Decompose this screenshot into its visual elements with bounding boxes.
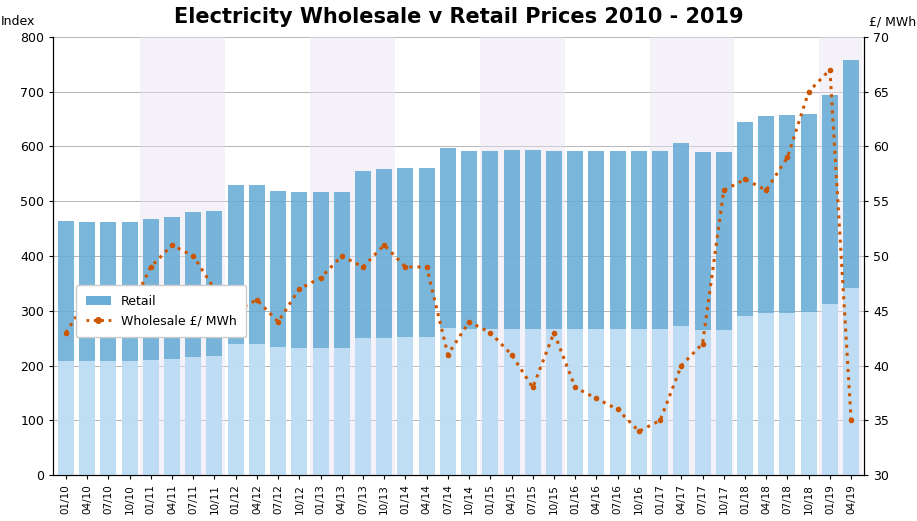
Text: £/ MWh: £/ MWh — [869, 15, 917, 28]
Bar — [610, 329, 625, 475]
Bar — [271, 348, 286, 475]
Bar — [716, 152, 732, 475]
Bar — [355, 338, 371, 475]
Bar — [334, 192, 349, 475]
Bar — [100, 222, 116, 475]
Bar — [461, 329, 477, 475]
Text: Index: Index — [0, 15, 35, 28]
Bar — [694, 330, 711, 475]
Bar — [716, 330, 732, 475]
Bar — [122, 361, 138, 475]
Bar — [779, 313, 795, 475]
Bar — [503, 150, 520, 475]
Bar — [546, 151, 562, 475]
Bar — [58, 221, 74, 475]
Bar — [843, 60, 859, 475]
Bar — [419, 337, 435, 475]
Bar — [79, 361, 95, 475]
Bar — [440, 147, 456, 475]
Bar — [397, 168, 414, 475]
Bar — [227, 344, 244, 475]
Bar — [758, 314, 774, 475]
Bar — [779, 115, 795, 475]
Bar — [334, 348, 349, 475]
Bar — [440, 328, 456, 475]
Bar — [525, 329, 541, 475]
Bar — [164, 359, 180, 475]
Bar — [610, 151, 625, 475]
Bar — [419, 168, 435, 475]
Bar — [122, 222, 138, 475]
Bar — [525, 150, 541, 475]
Bar — [480, 37, 565, 475]
Bar — [801, 313, 817, 475]
Legend: Retail, Wholesale £/ MWh: Retail, Wholesale £/ MWh — [75, 285, 247, 338]
Bar — [249, 344, 265, 475]
Bar — [589, 151, 604, 475]
Bar — [271, 191, 286, 475]
Bar — [313, 348, 328, 475]
Bar — [100, 361, 116, 475]
Bar — [652, 151, 668, 475]
Bar — [737, 316, 753, 475]
Bar — [143, 360, 159, 475]
Bar — [482, 329, 498, 475]
Bar — [673, 143, 690, 475]
Bar — [631, 329, 646, 475]
Bar — [503, 329, 520, 475]
Bar — [461, 151, 477, 475]
Bar — [482, 151, 498, 475]
Bar — [397, 337, 414, 475]
Bar — [249, 185, 265, 475]
Bar — [313, 192, 328, 475]
Bar — [801, 114, 817, 475]
Bar — [143, 219, 159, 475]
Bar — [227, 185, 244, 475]
Bar — [355, 170, 371, 475]
Bar — [673, 326, 690, 475]
Bar — [79, 222, 95, 475]
Bar — [292, 348, 307, 475]
Bar — [292, 192, 307, 475]
Bar — [694, 152, 711, 475]
Bar — [589, 329, 604, 475]
Bar — [185, 212, 201, 475]
Bar — [206, 210, 223, 475]
Bar — [376, 338, 392, 475]
Bar — [758, 116, 774, 475]
Bar — [310, 37, 395, 475]
Bar — [568, 151, 583, 475]
Bar — [649, 37, 735, 475]
Bar — [819, 37, 862, 475]
Bar — [206, 356, 223, 475]
Title: Electricity Wholesale v Retail Prices 2010 - 2019: Electricity Wholesale v Retail Prices 20… — [173, 7, 744, 27]
Bar — [58, 361, 74, 475]
Bar — [376, 169, 392, 475]
Bar — [631, 151, 646, 475]
Bar — [843, 288, 859, 475]
Bar — [185, 357, 201, 475]
Bar — [652, 329, 668, 475]
Bar — [822, 304, 838, 475]
Bar — [546, 329, 562, 475]
Bar — [164, 217, 180, 475]
Bar — [140, 37, 225, 475]
Bar — [822, 95, 838, 475]
Bar — [737, 122, 753, 475]
Bar — [568, 329, 583, 475]
